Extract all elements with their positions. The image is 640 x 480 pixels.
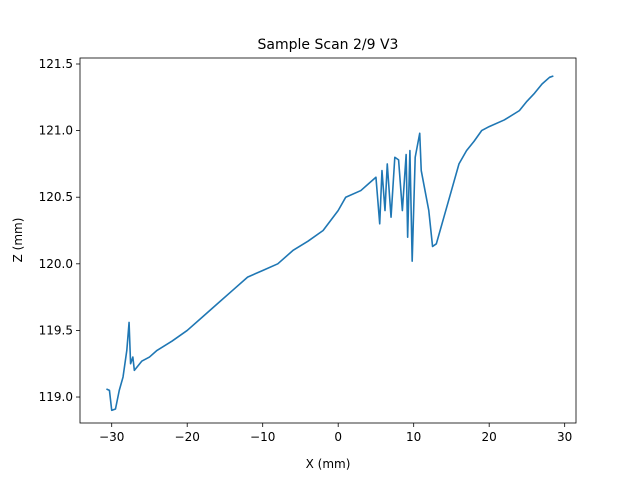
y-tick-label: 119.5 — [39, 323, 73, 337]
plot-frame — [79, 57, 577, 424]
x-tick-label: −30 — [99, 430, 124, 444]
data-line — [106, 75, 554, 412]
x-tick-label: 0 — [334, 430, 342, 444]
x-axis-label: X (mm) — [306, 457, 351, 471]
y-tick-label: 120.0 — [39, 257, 73, 271]
x-tick-label: 30 — [557, 430, 572, 444]
x-tick-label: −10 — [250, 430, 275, 444]
y-tick-label: 119.0 — [39, 390, 73, 404]
y-axis-label: Z (mm) — [11, 218, 25, 263]
y-tick-label: 120.5 — [39, 190, 73, 204]
x-tick-label: −20 — [175, 430, 200, 444]
y-tick-label: 121.5 — [39, 57, 73, 71]
x-tick-label: 20 — [482, 430, 497, 444]
chart-title: Sample Scan 2/9 V3 — [258, 37, 399, 53]
y-tick-label: 121.0 — [39, 124, 73, 138]
x-tick-label: 10 — [406, 430, 421, 444]
